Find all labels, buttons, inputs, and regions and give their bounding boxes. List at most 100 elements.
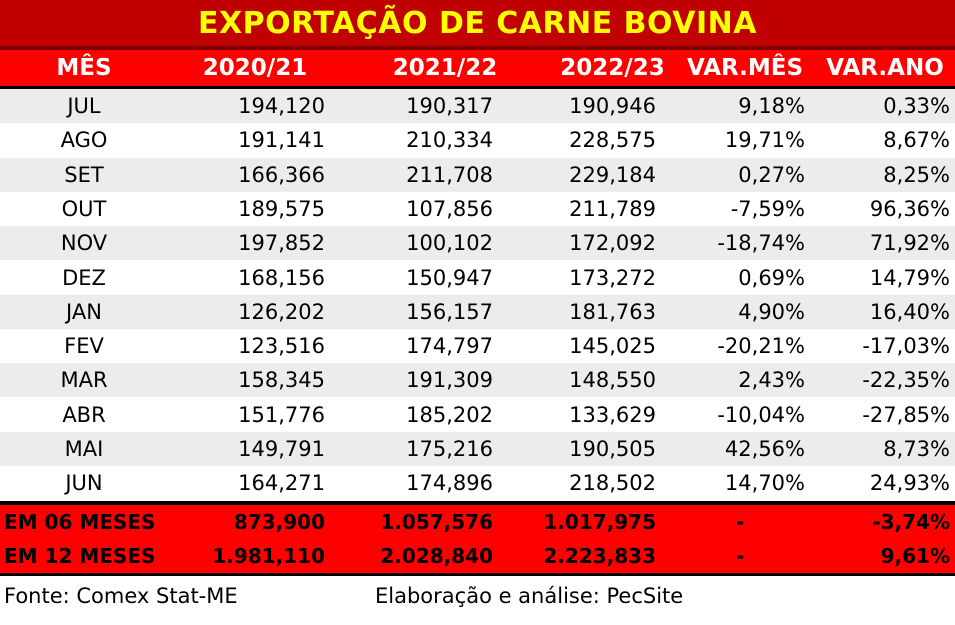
total-value-2021-22: 1.057,576	[380, 510, 493, 534]
cell-value-2020-21: 189,575	[238, 196, 325, 221]
total-var-ano: 9,61%	[880, 544, 950, 568]
header-2021-22: 2021/22	[392, 55, 498, 81]
table-row: JAN 126,202 156,157 181,763 4,90% 16,40%	[0, 294, 955, 329]
total-row: EM 06 MESES 873,900 1.057,576 1.017,975 - -3,…	[0, 505, 955, 539]
table-row: AGO 191,141 210,334 228,575 19,71% 8,67%	[0, 123, 955, 157]
header-2020-21: 2020/21	[202, 55, 308, 81]
cell-var-ano: 8,25%	[883, 162, 950, 187]
cell-value-2021-22: 210,334	[406, 128, 493, 153]
total-value-2020-21: 873,900	[233, 510, 325, 534]
cell-value-2022-23: 229,184	[569, 162, 656, 187]
cell-var-ano: 8,73%	[883, 437, 950, 461]
cell-mes: AGO	[60, 128, 108, 153]
cell-value-2022-23: 190,946	[569, 94, 656, 118]
cell-value-2021-22: 150,947	[406, 265, 493, 290]
total-var-mes: -	[735, 510, 745, 534]
cell-value-2020-21: 194,120	[238, 94, 325, 118]
table-row: DEZ 168,156 150,947 173,272 0,69% 14,79%	[0, 261, 955, 295]
total-var-ano: -3,74%	[872, 510, 950, 534]
cell-var-ano: -17,03%	[862, 334, 950, 359]
cell-value-2020-21: 158,345	[238, 368, 325, 393]
totals-divider	[0, 501, 955, 505]
header-2022-23: 2022/23	[560, 55, 665, 81]
cell-value-2022-23: 145,025	[569, 334, 656, 359]
cell-value-2022-23: 228,575	[569, 128, 656, 153]
cell-var-mes: -10,04%	[717, 402, 805, 427]
cell-var-ano: 14,79%	[869, 265, 950, 290]
cell-mes: OUT	[61, 196, 107, 221]
cell-value-2020-21: 168,156	[238, 265, 325, 290]
cell-var-mes: 9,18%	[738, 94, 805, 118]
cell-var-ano: -27,85%	[862, 402, 950, 427]
cell-mes: ABR	[62, 402, 106, 427]
cell-var-ano: -22,35%	[862, 368, 950, 393]
table-row: JUL 194,120 190,317 190,946 9,18% 0,33%	[0, 89, 955, 123]
cell-value-2021-22: 107,856	[406, 196, 493, 221]
cell-value-2022-23: 218,502	[569, 471, 656, 496]
total-value-2022-23: 1.017,975	[543, 510, 656, 534]
header-divider	[0, 86, 955, 89]
table-row: OUT 189,575 107,856 211,789 -7,59% 96,36%	[0, 192, 955, 226]
cell-value-2021-22: 175,216	[406, 437, 493, 461]
cell-value-2022-23: 173,272	[569, 265, 656, 290]
cell-value-2020-21: 123,516	[238, 334, 325, 359]
cell-value-2020-21: 166,366	[238, 162, 325, 187]
cell-value-2022-23: 133,629	[569, 402, 656, 427]
header-var-ano: VAR.ANO	[826, 55, 944, 81]
cell-value-2021-22: 174,797	[406, 334, 493, 359]
cell-var-mes: 0,69%	[738, 265, 805, 290]
cell-mes: SET	[64, 162, 104, 187]
cell-var-ano: 24,93%	[869, 471, 950, 496]
table-row: SET 166,366 211,708 229,184 0,27% 8,25%	[0, 157, 955, 192]
cell-value-2022-23: 148,550	[569, 368, 656, 393]
cell-var-mes: -20,21%	[717, 334, 805, 359]
cell-value-2021-22: 185,202	[406, 402, 493, 427]
cell-value-2020-21: 191,141	[238, 128, 325, 153]
cell-value-2020-21: 197,852	[238, 231, 325, 256]
total-mes: EM 06 MESES	[4, 510, 156, 534]
cell-value-2020-21: 126,202	[238, 299, 325, 324]
header-row: MÊS 2020/21 2021/22 2022/23 VAR.MÊS VAR.…	[0, 50, 955, 86]
cell-var-mes: 19,71%	[724, 128, 805, 153]
table-row: MAR 158,345 191,309 148,550 2,43% -22,35%	[0, 363, 955, 398]
cell-var-mes: 4,90%	[738, 299, 805, 324]
cell-value-2020-21: 149,791	[238, 437, 325, 461]
source-text: Fonte: Comex Stat-ME	[4, 584, 238, 608]
cell-mes: NOV	[60, 231, 108, 256]
cell-mes: JUN	[65, 471, 103, 496]
cell-mes: JUL	[67, 94, 101, 118]
bottom-divider	[0, 573, 955, 576]
cell-value-2021-22: 100,102	[406, 231, 493, 256]
cell-value-2022-23: 211,789	[569, 196, 656, 221]
header-var-mes: VAR.MÊS	[686, 55, 804, 81]
cell-var-mes: 0,27%	[738, 162, 805, 187]
cell-var-mes: -18,74%	[717, 231, 805, 256]
cell-value-2021-22: 190,317	[406, 94, 493, 118]
cell-mes: DEZ	[62, 265, 106, 290]
cell-value-2021-22: 174,896	[406, 471, 493, 496]
cell-var-ano: 0,33%	[883, 94, 950, 118]
table-row: FEV 123,516 174,797 145,025 -20,21% -17,03%	[0, 329, 955, 363]
analysis-text: Elaboração e análise: PecSite	[375, 584, 684, 608]
cell-mes: MAI	[64, 437, 104, 461]
cell-value-2022-23: 190,505	[569, 437, 656, 461]
cell-mes: MAR	[60, 368, 108, 393]
total-row: EM 12 MESES 1.981,110 2.028,840 2.223,833 - 9…	[0, 539, 955, 573]
cell-value-2022-23: 172,092	[569, 231, 656, 256]
cell-var-ano: 71,92%	[869, 231, 950, 256]
cell-var-mes: -7,59%	[730, 196, 805, 221]
cell-var-ano: 8,67%	[883, 128, 950, 153]
total-var-mes: -	[735, 544, 745, 568]
cell-value-2021-22: 191,309	[406, 368, 493, 393]
cell-mes: JAN	[66, 299, 102, 324]
total-value-2021-22: 2.028,840	[380, 544, 493, 568]
total-value-2020-21: 1.981,110	[212, 544, 325, 568]
cell-value-2020-21: 164,271	[238, 471, 325, 496]
table-title: EXPORTAÇÃO DE CARNE BOVINA	[0, 0, 955, 46]
table-row: MAI 149,791 175,216 190,505 42,56% 8,73%	[0, 432, 955, 466]
total-mes: EM 12 MESES	[4, 544, 156, 568]
table-row: JUN 164,271 174,896 218,502 14,70% 24,93%	[0, 466, 955, 500]
cell-var-ano: 96,36%	[869, 196, 950, 221]
title-divider	[0, 46, 955, 50]
